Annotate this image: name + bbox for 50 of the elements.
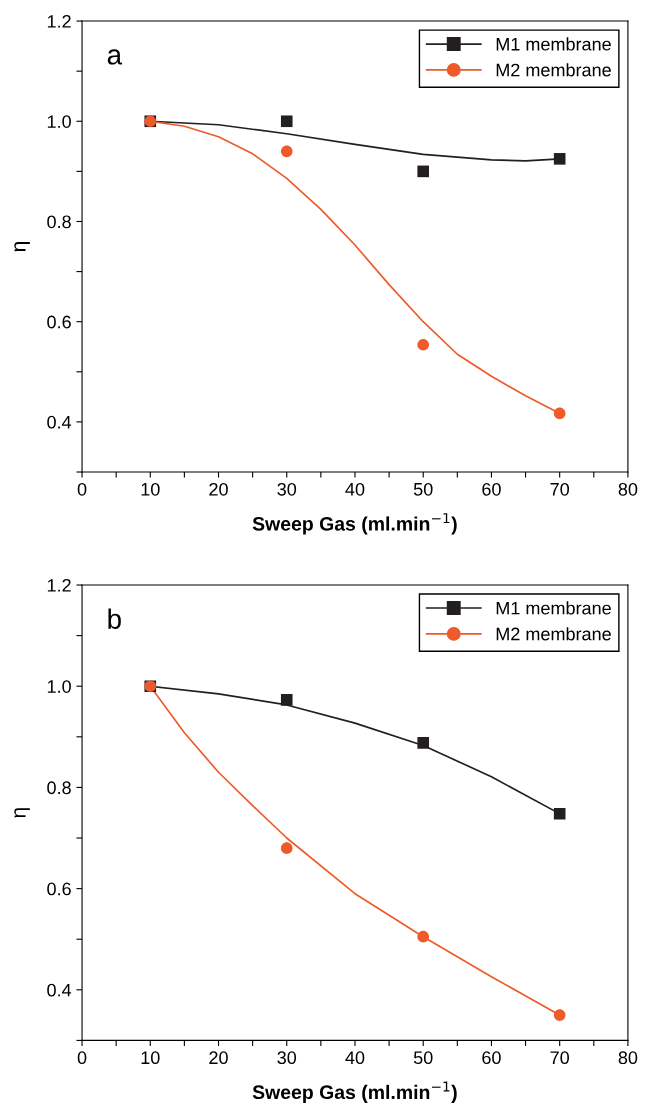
- y-tick-label: 1.0: [47, 680, 71, 693]
- point: [280, 145, 293, 158]
- annotation: a: [107, 49, 123, 65]
- point: [553, 807, 566, 820]
- x-tick-label: 20: [209, 482, 228, 496]
- x-tick-label: 10: [141, 482, 160, 496]
- annotation: b: [108, 608, 121, 629]
- legend-label: M2 membrane: [496, 63, 611, 77]
- y-tick-label: 0.8: [47, 215, 71, 229]
- point: [417, 737, 430, 749]
- y-tick-label: 0.4: [47, 415, 72, 429]
- x-tick-label: 40: [345, 1051, 365, 1065]
- y-axis-title: η: [14, 808, 30, 818]
- legend-label: M1 membrane: [496, 601, 611, 615]
- x-tick-label: 50: [413, 1051, 433, 1065]
- x-axis-title: Sweep Gas (ml.min$^{−1}$): [252, 1081, 457, 1103]
- x-tick-label: 50: [413, 482, 433, 496]
- x-tick-label: 0: [77, 482, 87, 496]
- x-tick-label: 10: [141, 1051, 160, 1065]
- x-tick-label: 70: [550, 1051, 570, 1065]
- y-tick-label: 0.4: [47, 983, 72, 997]
- point: [553, 1009, 566, 1021]
- x-tick-label: 60: [482, 1051, 501, 1065]
- point: [417, 165, 430, 178]
- point: [553, 153, 566, 165]
- y-tick-label: 1.2: [47, 14, 71, 28]
- y-tick-label: 0.6: [47, 315, 71, 329]
- y-tick-label: 1.0: [47, 115, 71, 128]
- y-tick-label: 1.2: [47, 578, 71, 592]
- x-axis-title: Sweep Gas (ml.min$^{−1}$): [252, 513, 457, 535]
- x-tick-label: 20: [209, 1051, 228, 1065]
- x-tick-label: 60: [482, 482, 501, 496]
- x-tick-label: 30: [277, 482, 297, 496]
- y-axis-title: η: [14, 242, 30, 252]
- x-tick-label: 80: [618, 1051, 638, 1065]
- x-tick-label: 30: [277, 1051, 297, 1065]
- legend-label: M1 membrane: [496, 37, 611, 51]
- x-tick-label: 0: [77, 1051, 87, 1065]
- point: [280, 694, 293, 706]
- x-tick-label: 80: [618, 482, 638, 496]
- legend-label: M2 membrane: [496, 627, 611, 641]
- point: [280, 115, 293, 128]
- y-tick-label: 0.8: [47, 781, 71, 795]
- point: [553, 407, 566, 420]
- point: [417, 930, 430, 943]
- x-tick-label: 70: [550, 482, 570, 496]
- point: [280, 842, 293, 854]
- y-tick-label: 0.6: [47, 882, 71, 896]
- point: [417, 338, 430, 351]
- x-tick-label: 40: [345, 482, 365, 496]
